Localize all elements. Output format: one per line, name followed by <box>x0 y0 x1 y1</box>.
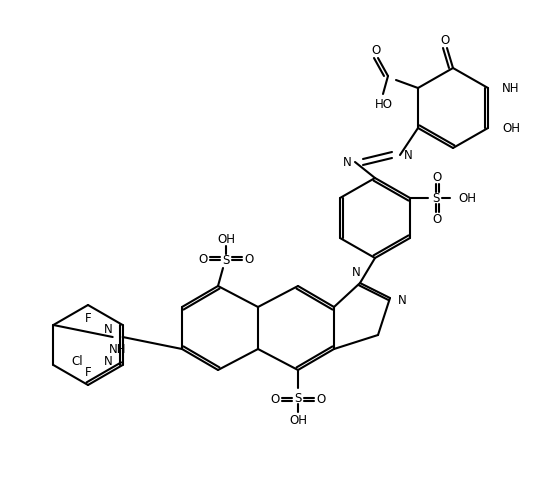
Text: O: O <box>432 170 442 183</box>
Text: S: S <box>432 192 439 205</box>
Text: OH: OH <box>458 192 476 205</box>
Text: O: O <box>371 43 381 56</box>
Text: OH: OH <box>502 122 520 134</box>
Text: F: F <box>85 366 91 378</box>
Text: NH: NH <box>502 82 520 95</box>
Text: O: O <box>432 213 442 226</box>
Text: F: F <box>85 312 91 325</box>
Text: N: N <box>398 293 406 306</box>
Text: OH: OH <box>289 413 307 426</box>
Text: N: N <box>351 265 360 278</box>
Text: O: O <box>441 33 450 46</box>
Text: O: O <box>199 252 208 265</box>
Text: O: O <box>271 392 279 405</box>
Text: S: S <box>222 253 230 266</box>
Text: S: S <box>294 391 302 404</box>
Text: HO: HO <box>375 98 393 111</box>
Text: N: N <box>104 323 113 336</box>
Text: O: O <box>244 252 254 265</box>
Text: OH: OH <box>217 233 235 246</box>
Text: Cl: Cl <box>72 355 83 368</box>
Text: NH: NH <box>109 343 126 356</box>
Text: N: N <box>343 155 351 168</box>
Text: N: N <box>404 148 412 161</box>
Text: O: O <box>316 392 326 405</box>
Text: N: N <box>104 355 113 368</box>
